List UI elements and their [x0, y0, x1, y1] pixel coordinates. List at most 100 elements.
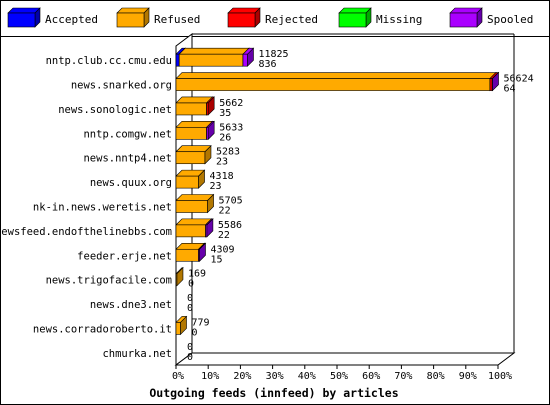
category-label: nk-in.news.weretis.net — [33, 202, 172, 214]
x-tick-label: 60% — [362, 371, 380, 382]
x-tick-label: 50% — [330, 371, 348, 382]
bar-face — [175, 78, 491, 91]
bar-row — [175, 145, 212, 165]
bar-face — [175, 224, 206, 238]
legend-item-missing: Missing — [338, 7, 422, 28]
bar-segment-refused — [175, 71, 497, 92]
legend-label: Spooled — [487, 13, 533, 26]
value-label-secondary: 0 — [188, 279, 194, 290]
bar-row — [175, 47, 255, 67]
bar-face — [175, 102, 207, 116]
bar-segment-refused — [175, 169, 206, 189]
category-label: newsfeed.endofthelinebbs.com — [0, 226, 172, 238]
value-label-primary: 5662 — [219, 98, 243, 109]
value-label-secondary: 22 — [218, 230, 230, 241]
category-label: feeder.erje.net — [77, 250, 172, 262]
x-tick-label: 0% — [172, 371, 184, 382]
bar-row — [175, 193, 215, 214]
bar-side — [180, 315, 187, 336]
value-label-secondary: 0 — [187, 303, 193, 314]
bar-side — [247, 47, 254, 67]
legend-item-spooled: Spooled — [449, 7, 533, 28]
bar-side — [492, 71, 499, 92]
value-label-secondary: 0 — [187, 352, 193, 363]
legend-label: Rejected — [265, 13, 318, 26]
value-label-primary: 5633 — [219, 122, 243, 133]
value-label-primary: 779 — [192, 317, 210, 328]
x-tick-label: 80% — [427, 371, 445, 382]
bar-row — [175, 266, 184, 287]
x-axis-ticks: 0% 10% 20% 30% 40% 50% 60% 70% 80% 90% 100% — [172, 365, 512, 382]
value-label-primary: 0 — [187, 342, 193, 353]
bar-side — [207, 96, 215, 116]
chart-frame — [0, 36, 550, 405]
bar-row — [175, 315, 188, 336]
legend-swatch-top — [116, 7, 150, 14]
value-label-primary: 56624 — [504, 74, 534, 85]
legend-swatch — [7, 12, 36, 28]
value-label-secondary: 22 — [219, 206, 231, 217]
value-label-secondary: 0 — [192, 327, 198, 338]
category-label: news.corradoroberto.it — [33, 323, 172, 335]
bar-top — [175, 72, 497, 79]
value-label-secondary: 23 — [216, 157, 228, 168]
x-tick-label: 20% — [233, 371, 251, 382]
value-label-primary: 169 — [188, 269, 206, 280]
bar-row — [175, 120, 215, 141]
bar-segment-spooled — [242, 47, 255, 67]
value-labels: 1182583656624645662355633265283234318235… — [187, 49, 534, 363]
bar-segment-spooled — [491, 71, 500, 92]
bar-segment-spooled — [205, 120, 215, 141]
bar-segment-rejected — [205, 96, 215, 116]
legend-swatch — [227, 12, 256, 28]
value-label-secondary: 23 — [210, 181, 222, 192]
bar-face — [489, 78, 493, 91]
legend-label: Accepted — [45, 13, 98, 26]
value-label-primary: 5705 — [219, 196, 243, 207]
bar-face — [175, 151, 206, 165]
legend-swatch-top — [227, 7, 261, 14]
bar-row — [175, 96, 215, 116]
bar-segment-refused — [175, 266, 184, 287]
bar-face — [175, 322, 181, 335]
bar-face — [175, 53, 180, 67]
legend-item-accepted: Accepted — [7, 7, 98, 28]
bar-face — [175, 200, 208, 213]
legend-label: Missing — [376, 13, 422, 26]
legend-item-rejected: Rejected — [227, 7, 318, 28]
bar-side — [207, 193, 214, 214]
legend: Accepted Refused Rejected Missing Spooled — [7, 7, 533, 28]
x-tick-label: 30% — [266, 371, 284, 382]
x-tick-label: 10% — [201, 371, 219, 382]
value-label-primary: 4318 — [210, 171, 234, 182]
bar-face — [175, 175, 199, 189]
legend-swatch — [116, 12, 145, 28]
legend-item-refused: Refused — [116, 7, 200, 28]
category-label: nntp.club.cc.cmu.edu — [46, 55, 172, 67]
bar-side — [204, 145, 212, 165]
value-label-secondary: 836 — [258, 59, 276, 70]
legend-swatch — [449, 12, 478, 28]
category-label: news.sonologic.net — [58, 104, 172, 116]
bar-side — [207, 120, 215, 141]
bar-segment-spooled — [197, 242, 207, 262]
x-tick-label: 40% — [298, 371, 316, 382]
bar-side — [198, 169, 205, 189]
category-label: news.nntp4.net — [83, 153, 172, 165]
bar-row — [175, 242, 207, 262]
bar-row — [175, 169, 206, 189]
value-label-primary: 11825 — [258, 49, 288, 60]
value-label-primary: 0 — [187, 293, 193, 304]
bar-top — [175, 194, 215, 201]
x-tick-label: 70% — [394, 371, 412, 382]
legend-swatch — [338, 12, 367, 28]
bar-side — [176, 266, 184, 287]
bar-face — [175, 127, 207, 140]
legend-label: Refused — [154, 13, 200, 26]
bar-segment-refused — [175, 315, 188, 336]
category-label: news.snarked.org — [71, 80, 172, 92]
value-label-secondary: 35 — [219, 108, 231, 119]
bar-segment-refused — [175, 193, 215, 214]
bar-top — [178, 47, 250, 55]
